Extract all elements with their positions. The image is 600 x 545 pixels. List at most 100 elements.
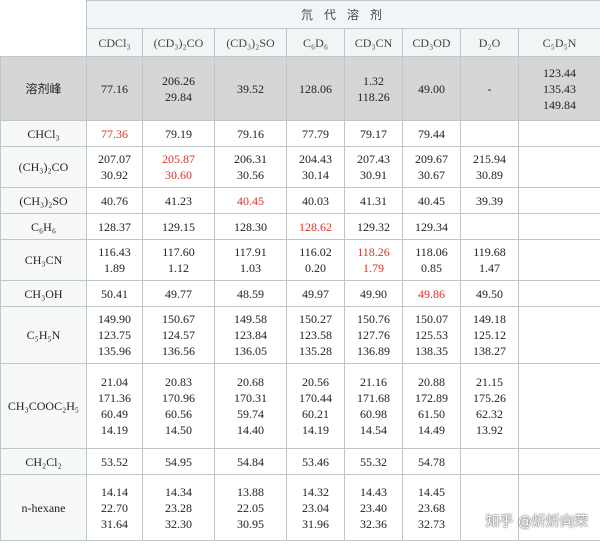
shift-cell: 116.02 0.20 xyxy=(286,239,345,281)
shift-value: 14.32 xyxy=(302,484,329,499)
shift-value: 136.56 xyxy=(162,344,195,358)
shift-value: 30.89 xyxy=(476,168,503,182)
shift-cell: 48.59 xyxy=(214,280,287,307)
shift-cell: 128.62 xyxy=(286,213,345,240)
shift-value: 20.88 xyxy=(418,375,445,389)
shift-value: 60.56 xyxy=(165,407,192,421)
shift-value: 32.30 xyxy=(165,516,192,531)
shift-value: 22.05 xyxy=(237,500,264,515)
shift-value: 136.89 xyxy=(357,344,390,358)
shift-value: 30.95 xyxy=(237,516,264,531)
shift-cell xyxy=(517,363,600,449)
shift-cell xyxy=(460,474,519,541)
shift-value: 14.34 xyxy=(165,484,192,499)
shift-cell: 150.27 123.58 135.28 xyxy=(286,306,345,364)
shift-value: 150.27 xyxy=(299,312,332,326)
shift-cell: 149.90 123.75 135.96 xyxy=(86,306,143,364)
shift-value: 128.30 xyxy=(234,219,267,234)
peak-cell: 128.06 xyxy=(286,56,345,121)
shift-cell: 150.67 124.57 136.56 xyxy=(142,306,215,364)
shift-value: 30.91 xyxy=(360,168,387,182)
table-row: (CH₃)₂SO 40.76 41.23 40.45 40.03 41.31 40.45 39… xyxy=(0,187,600,214)
shift-value: 39.52 xyxy=(237,81,264,96)
shift-cell: 117.60 1.12 xyxy=(142,239,215,281)
row-label: CH₃OH xyxy=(0,280,87,307)
shift-value: 14.40 xyxy=(237,423,264,437)
shift-cell: 50.41 xyxy=(86,280,143,307)
shift-value: 30.56 xyxy=(237,168,264,182)
shift-cell: 41.31 xyxy=(344,187,403,214)
shift-value: 1.32 xyxy=(363,73,384,88)
shift-value: 79.44 xyxy=(418,126,445,141)
shift-cell: 204.43 30.14 xyxy=(286,146,345,188)
shift-value: 14.45 xyxy=(418,484,445,499)
shift-cell: 206.31 30.56 xyxy=(214,146,287,188)
shift-value: 49.77 xyxy=(165,286,192,301)
shift-value: 50.41 xyxy=(101,286,128,301)
shift-value: 53.52 xyxy=(101,454,128,469)
shift-value: 30.67 xyxy=(418,168,445,182)
shift-value: 55.32 xyxy=(360,454,387,469)
shift-value: 31.64 xyxy=(101,516,128,531)
shift-value: 135.43 xyxy=(543,81,576,96)
shift-value: 150.67 xyxy=(162,312,195,326)
shift-value: 170.44 xyxy=(299,391,332,405)
shift-cell xyxy=(517,120,600,147)
shift-value: 54.78 xyxy=(418,454,445,469)
shift-value: 60.49 xyxy=(101,407,128,421)
shift-value: 128.37 xyxy=(98,219,131,234)
shift-value: 54.84 xyxy=(237,454,264,469)
shift-cell: 53.52 xyxy=(86,448,143,475)
shift-value: 207.43 xyxy=(357,152,390,166)
shift-value: 125.53 xyxy=(415,328,448,342)
shift-value: 1.47 xyxy=(479,261,500,275)
shift-value: 79.17 xyxy=(360,126,387,141)
peak-cell: 49.00 xyxy=(402,56,461,121)
peak-cell: 206.26 29.84 xyxy=(142,56,215,121)
shift-value: 150.76 xyxy=(357,312,390,326)
peak-cell: - xyxy=(460,56,519,121)
shift-value: 49.86 xyxy=(418,286,445,301)
shift-cell: 118.06 0.85 xyxy=(402,239,461,281)
shift-value: 172.89 xyxy=(415,391,448,405)
shift-cell: 13.88 22.05 30.95 xyxy=(214,474,287,541)
shift-cell: 40.76 xyxy=(86,187,143,214)
table-row: CH₃CN 116.43 1.89 117.60 1.12 117.91 1.03 116.0… xyxy=(0,239,600,281)
column-header: CD₃CN xyxy=(344,28,403,57)
shift-cell: 49.86 xyxy=(402,280,461,307)
shift-value: 41.23 xyxy=(165,193,192,208)
column-header: (CD₃)₂CO xyxy=(142,28,215,57)
shift-value: 149.84 xyxy=(543,97,576,112)
shift-value: 127.76 xyxy=(357,328,390,342)
shift-value: 135.96 xyxy=(98,344,131,358)
shift-cell: 14.43 23.40 32.36 xyxy=(344,474,403,541)
shift-cell: 53.46 xyxy=(286,448,345,475)
shift-value: 77.36 xyxy=(101,126,128,141)
shift-cell xyxy=(460,120,519,147)
shift-cell: 129.32 xyxy=(344,213,403,240)
corner-cell xyxy=(0,28,87,57)
shift-cell: 79.44 xyxy=(402,120,461,147)
corner-cell xyxy=(0,0,87,29)
shift-value: 150.07 xyxy=(415,312,448,326)
shift-value: 20.68 xyxy=(237,375,264,389)
shift-value: 0.20 xyxy=(305,261,326,275)
shift-value: 41.31 xyxy=(360,193,387,208)
shift-cell: 40.45 xyxy=(402,187,461,214)
table-row: CH₂Cl₂ 53.52 54.95 54.84 53.46 55.32 54.78 xyxy=(0,448,600,475)
shift-value: 40.45 xyxy=(418,193,445,208)
shift-value: 124.57 xyxy=(162,328,195,342)
shift-cell: 116.43 1.89 xyxy=(86,239,143,281)
shift-value: 54.95 xyxy=(165,454,192,469)
shift-cell: 20.83 170.96 60.56 14.50 xyxy=(142,363,215,449)
table-row: C₅H₅N 149.90 123.75 135.96 150.67 124.57 136.5… xyxy=(0,306,600,364)
shift-value: 1.03 xyxy=(240,261,261,275)
shift-cell: 118.26 1.79 xyxy=(344,239,403,281)
shift-value: 149.90 xyxy=(98,312,131,326)
row-label: C₅H₅N xyxy=(0,306,87,364)
shift-value: 31.96 xyxy=(302,516,329,531)
banner-row: 氘 代 溶 剂 xyxy=(0,0,600,29)
shift-cell: 79.17 xyxy=(344,120,403,147)
table-body: 溶剂峰 77.16 206.26 29.84 39.52 128.06 1.32 118.26… xyxy=(0,56,600,541)
table-row: C₆H₆ 128.37 129.15 128.30 128.62 129.32 129.34 xyxy=(0,213,600,240)
